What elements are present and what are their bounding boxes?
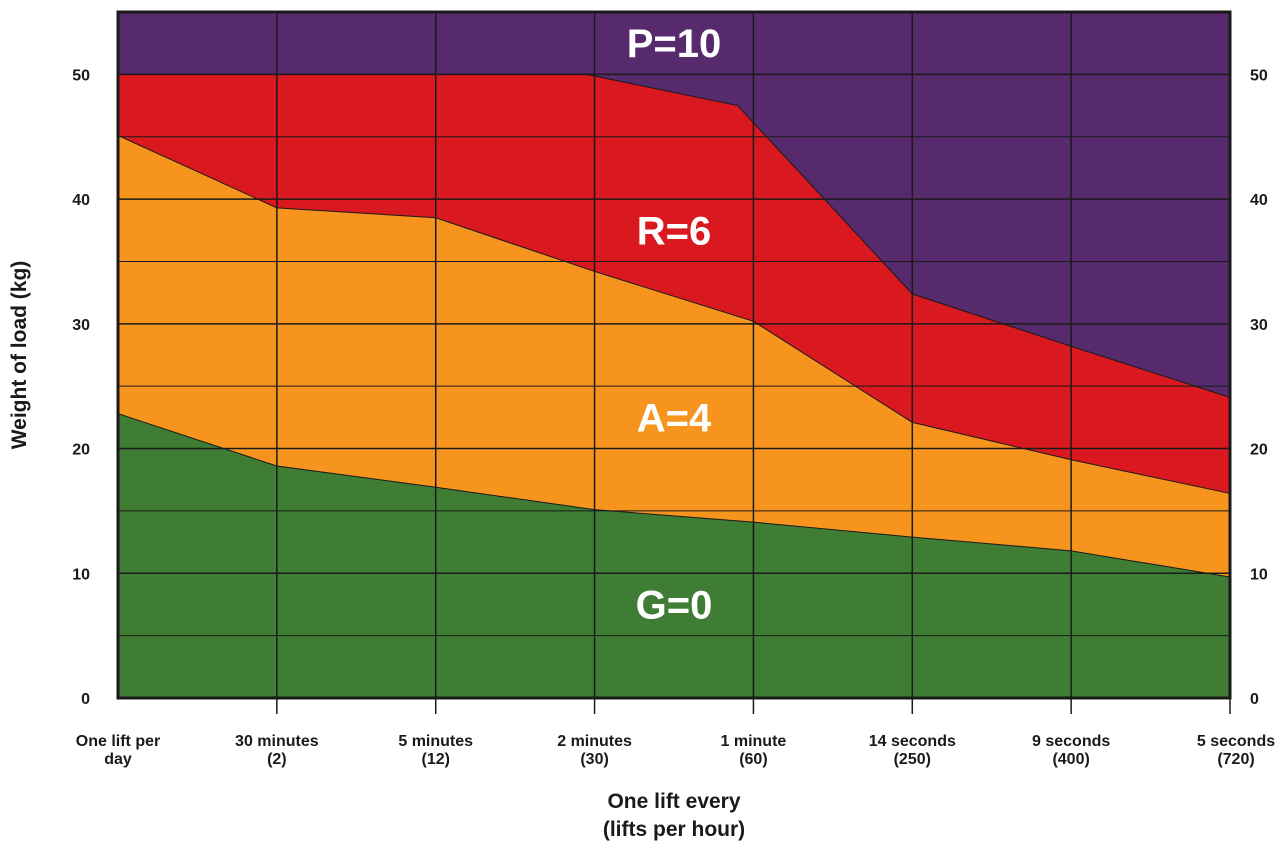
x-tick-label-line: (30) bbox=[580, 751, 608, 768]
band-g bbox=[118, 413, 1230, 698]
y-tick-label-right: 0 bbox=[1250, 691, 1259, 708]
boundary-g-a bbox=[117, 413, 1231, 578]
x-axis-title-line: (lifts per hour) bbox=[603, 818, 745, 841]
x-tick-label-line: (60) bbox=[739, 751, 767, 768]
x-tick-label: 9 seconds (400) bbox=[1032, 733, 1110, 768]
band-label-g: G=0 bbox=[636, 583, 713, 627]
y-tick-label-right: 40 bbox=[1250, 192, 1268, 209]
x-axis-title: One lift every (lifts per hour) bbox=[603, 790, 745, 841]
y-tick-label-left: 20 bbox=[72, 442, 90, 459]
x-tick-label-line: (250) bbox=[894, 751, 931, 768]
band-areas bbox=[118, 12, 1230, 698]
band-a bbox=[118, 135, 1230, 578]
y-tick-label-right: 50 bbox=[1250, 67, 1268, 84]
x-tick-label-line: 14 seconds bbox=[869, 733, 956, 750]
x-tick-label: 5 seconds (720) bbox=[1197, 733, 1275, 768]
boundary-a-r bbox=[117, 135, 1231, 494]
plot-frame bbox=[116, 10, 1232, 700]
y-tick-label-left: 50 bbox=[72, 67, 90, 84]
x-tick-label: 30 minutes (2) bbox=[235, 733, 319, 768]
grid-lines bbox=[118, 12, 1231, 714]
x-tick-label: 5 minutes (12) bbox=[398, 733, 473, 768]
x-tick-label-line: 30 minutes bbox=[235, 733, 319, 750]
axis-titles: One lift every (lifts per hour) Weight of … bbox=[8, 261, 745, 841]
y-axis-title: Weight of load (kg) bbox=[8, 261, 31, 450]
band-r bbox=[118, 74, 1230, 494]
x-tick-label-line: 2 minutes bbox=[557, 733, 632, 750]
x-axis-title-line: One lift every bbox=[607, 790, 740, 813]
band-label-p: P=10 bbox=[627, 22, 722, 66]
x-tick-label-line: 5 minutes bbox=[398, 733, 473, 750]
y-tick-label-right: 30 bbox=[1250, 317, 1268, 334]
x-tick-label: 14 seconds (250) bbox=[869, 733, 956, 768]
band-labels: G=0 A=4 R=6 P=10 bbox=[627, 22, 722, 627]
y-tick-label-left: 10 bbox=[72, 566, 90, 583]
y-tick-label-left: 0 bbox=[81, 691, 90, 708]
band-p bbox=[118, 12, 1230, 398]
y-tick-label-right: 10 bbox=[1250, 566, 1268, 583]
x-tick-label-line: (400) bbox=[1052, 751, 1089, 768]
y-axis-right: 0 10 20 30 40 50 bbox=[1250, 67, 1268, 708]
y-axis-left: 0 10 20 30 40 50 bbox=[72, 67, 90, 708]
x-tick-label: 2 minutes (30) bbox=[557, 733, 632, 768]
y-tick-label-left: 40 bbox=[72, 192, 90, 209]
y-tick-label-right: 20 bbox=[1250, 442, 1268, 459]
x-tick-label-line: 1 minute bbox=[721, 733, 787, 750]
x-tick-label-line: (720) bbox=[1217, 751, 1254, 768]
x-axis: One lift per day 30 minutes (2) 5 minutes (12… bbox=[76, 733, 1275, 768]
band-label-r: R=6 bbox=[637, 209, 712, 253]
y-tick-label-left: 30 bbox=[72, 317, 90, 334]
x-tick-label-line: 9 seconds bbox=[1032, 733, 1110, 750]
x-tick-label-line: day bbox=[104, 751, 132, 768]
x-tick-label: 1 minute (60) bbox=[721, 733, 787, 768]
x-tick-label-line: One lift per bbox=[76, 733, 160, 750]
x-tick-label-line: (2) bbox=[267, 751, 287, 768]
band-label-a: A=4 bbox=[637, 396, 712, 440]
x-tick-label: One lift per day bbox=[76, 733, 160, 768]
x-tick-label-line: (12) bbox=[421, 751, 449, 768]
x-tick-label-line: 5 seconds bbox=[1197, 733, 1275, 750]
